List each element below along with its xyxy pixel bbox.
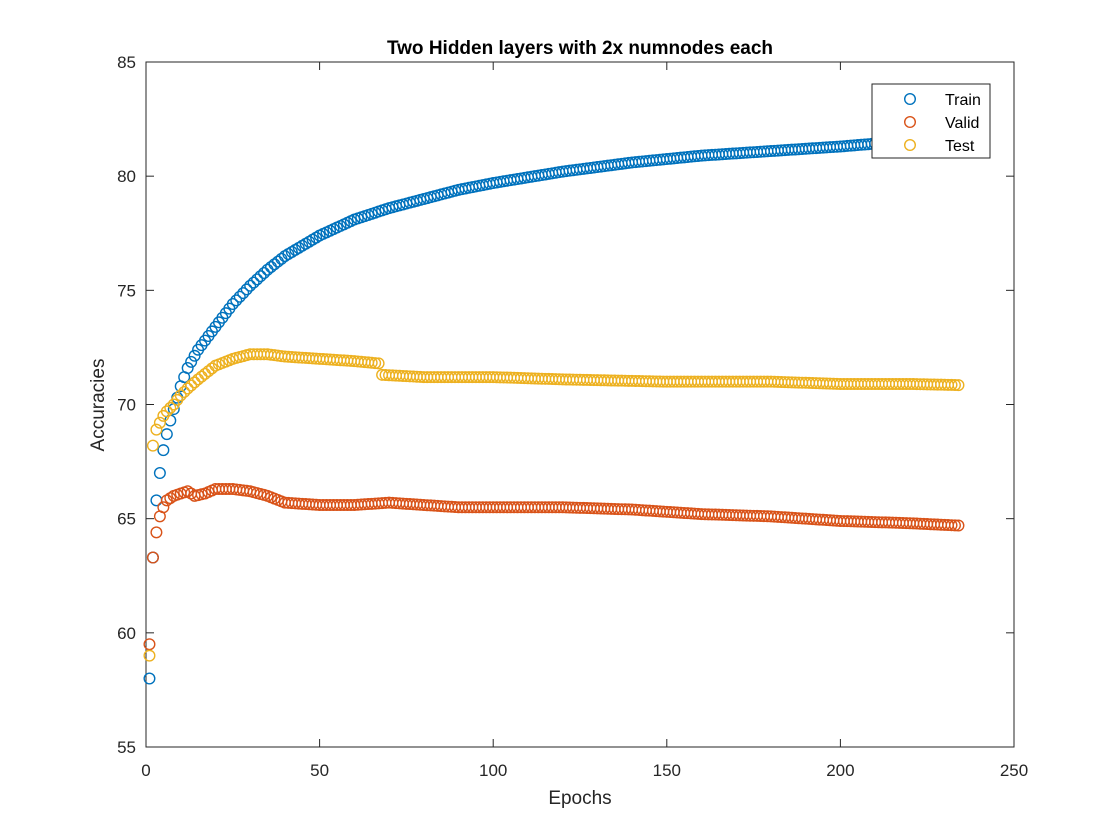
data-point-test	[178, 385, 191, 398]
data-point-train	[230, 294, 243, 307]
legend-label-test: Test	[945, 138, 975, 155]
data-point-train	[153, 467, 166, 480]
legend: Train Valid Test	[871, 83, 991, 159]
y-tick-label: 75	[117, 281, 136, 300]
y-tick-label: 65	[117, 510, 136, 529]
data-point-test	[160, 405, 173, 418]
data-point-test	[153, 416, 166, 429]
legend-marker-train	[904, 92, 917, 105]
legend-label-valid: Valid	[945, 115, 979, 132]
data-point-test	[369, 357, 382, 370]
data-point-train	[251, 273, 264, 286]
data-point-train	[185, 355, 198, 368]
x-tick-label: 250	[1000, 761, 1028, 780]
x-tick-label: 50	[310, 761, 329, 780]
data-point-valid	[143, 638, 156, 651]
data-point-valid	[948, 519, 961, 532]
x-tick-label: 0	[141, 761, 150, 780]
x-tick-label: 150	[653, 761, 681, 780]
data-point-train	[247, 276, 260, 289]
data-point-test	[195, 370, 208, 383]
data-point-valid	[150, 526, 163, 539]
data-point-test	[146, 439, 159, 452]
chart-title: Two Hidden layers with 2x numnodes each	[387, 38, 773, 59]
data-point-test	[952, 379, 965, 392]
data-point-test	[174, 389, 187, 402]
y-tick-label: 60	[117, 624, 136, 643]
data-point-valid	[157, 501, 170, 514]
data-point-valid	[164, 492, 177, 505]
legend-box	[871, 83, 991, 159]
data-point-test	[164, 401, 177, 414]
data-point-train	[150, 494, 163, 507]
data-point-train	[143, 672, 156, 685]
data-point-test	[181, 382, 194, 395]
data-point-train	[226, 298, 239, 311]
data-point-train	[264, 261, 277, 274]
data-point-train	[271, 255, 284, 268]
data-point-train	[237, 287, 250, 300]
series-test	[143, 348, 965, 662]
data-point-test	[143, 649, 156, 662]
series-layer	[143, 137, 965, 685]
data-point-test	[202, 365, 215, 378]
y-tick-label: 80	[117, 167, 136, 186]
data-point-valid	[945, 519, 958, 532]
y-axis-title: Accuracies	[88, 359, 109, 452]
data-point-test	[199, 367, 212, 380]
y-tick-label: 55	[117, 738, 136, 757]
data-point-train	[188, 349, 201, 362]
data-point-train	[160, 428, 173, 441]
data-point-train	[254, 270, 267, 283]
series-train	[143, 137, 889, 685]
data-point-test	[188, 376, 201, 389]
legend-marker-test	[904, 138, 917, 151]
legend-label-train: Train	[945, 92, 981, 109]
data-point-train	[233, 290, 246, 303]
data-point-valid	[952, 519, 965, 532]
series-valid	[143, 482, 965, 651]
y-tick-label: 70	[117, 396, 136, 415]
data-point-train	[258, 266, 271, 279]
data-point-test	[945, 378, 958, 391]
data-point-test	[365, 356, 378, 369]
axes: 0 50 100 150 200 250 55 60 65 70 75 80 85	[117, 53, 1028, 780]
x-tick-label: 100	[479, 761, 507, 780]
data-point-test	[948, 379, 961, 392]
data-point-train	[181, 361, 194, 374]
data-point-train	[268, 258, 281, 271]
x-tick-label: 200	[826, 761, 854, 780]
data-point-test	[150, 423, 163, 436]
data-point-test	[372, 357, 385, 370]
data-point-train	[244, 279, 257, 292]
legend-marker-valid	[904, 115, 917, 128]
data-point-test	[185, 379, 198, 392]
data-point-valid	[146, 551, 159, 564]
data-point-train	[240, 283, 253, 296]
y-tick-label: 85	[117, 53, 136, 72]
data-point-train	[157, 444, 170, 457]
data-point-test	[205, 362, 218, 375]
x-axis-title: Epochs	[548, 788, 611, 809]
